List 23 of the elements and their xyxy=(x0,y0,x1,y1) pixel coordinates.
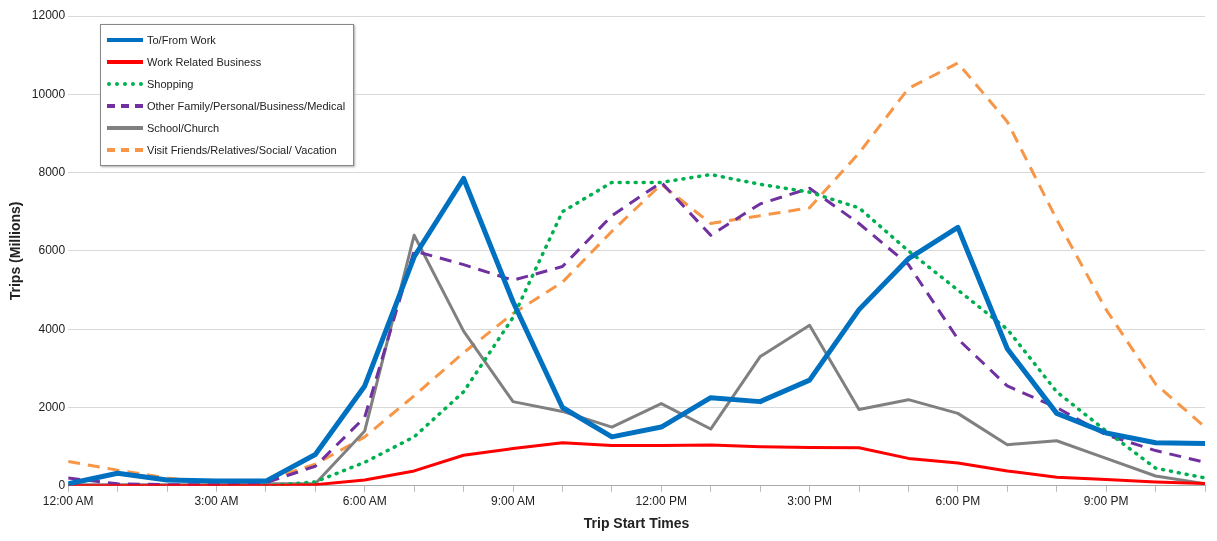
legend-label: School/Church xyxy=(147,122,220,134)
y-tick-label: 2000 xyxy=(38,399,66,414)
x-tick-label: 6:00 PM xyxy=(935,494,981,509)
y-axis-title: Trips (Millions) xyxy=(7,201,24,301)
x-tick-label: 12:00 AM xyxy=(42,494,94,509)
legend-label: Visit Friends/Relatives/Social/ Vacation xyxy=(147,144,337,156)
legend-label: Other Family/Personal/Business/Medical xyxy=(147,100,346,112)
x-tick-label: 3:00 AM xyxy=(194,494,239,509)
x-axis-title: Trip Start Times xyxy=(583,515,690,532)
y-tick-label: 12000 xyxy=(31,8,66,23)
y-tick-label: 4000 xyxy=(38,321,66,336)
legend-label: To/From Work xyxy=(147,34,216,46)
x-tick-label: 3:00 PM xyxy=(787,494,832,509)
x-tick-label: 12:00 PM xyxy=(635,494,687,509)
x-tick-label: 6:00 AM xyxy=(342,494,387,509)
legend-label: Work Related Business xyxy=(147,56,262,68)
y-tick-label: 0 xyxy=(58,478,66,493)
x-tick-label: 9:00 AM xyxy=(491,494,536,509)
legend-label: Shopping xyxy=(147,78,194,90)
y-tick-label: 8000 xyxy=(38,164,66,179)
y-tick-label: 6000 xyxy=(38,243,66,258)
y-tick-label: 10000 xyxy=(31,86,66,101)
x-tick-label: 9:00 PM xyxy=(1083,494,1129,509)
